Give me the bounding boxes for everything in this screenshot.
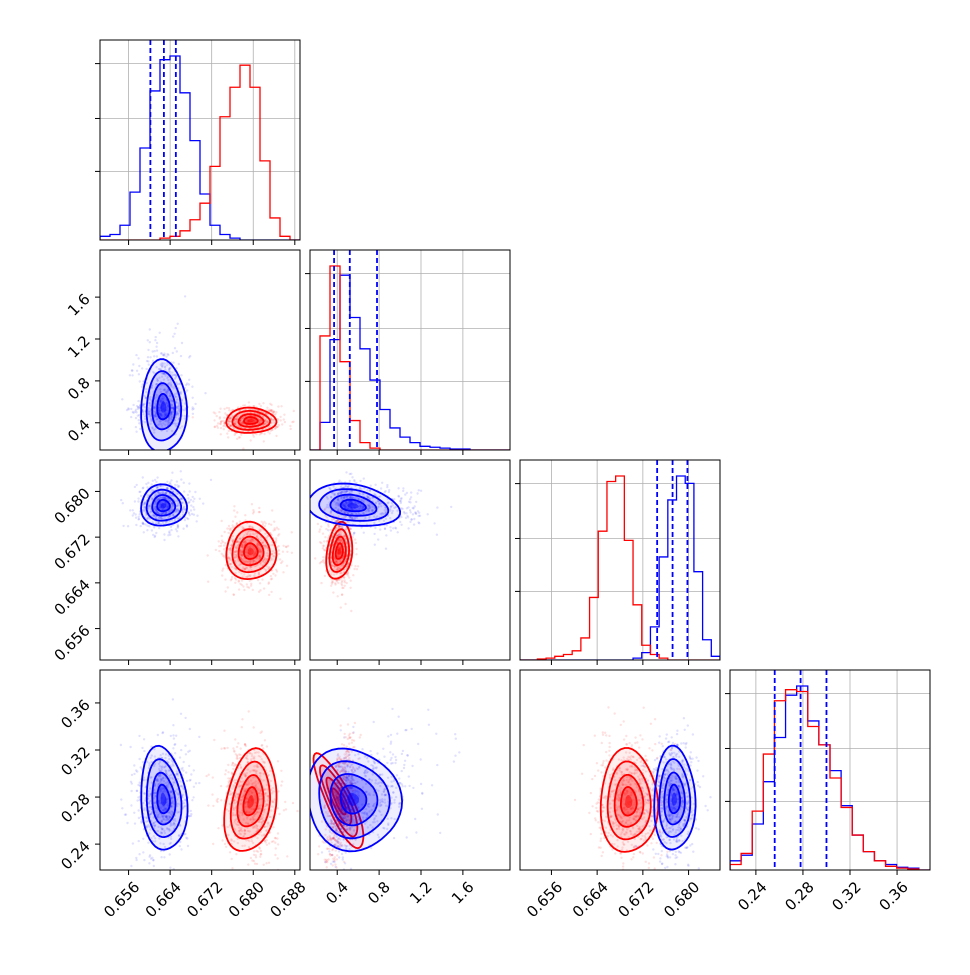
y-tick-label-p2-1: 0.664 [51, 576, 94, 619]
x-tick-label-p0-0: 0.656 [100, 878, 143, 921]
x-tick-label-p1-0: 0.4 [322, 878, 352, 908]
red-histogram-p3 [730, 690, 930, 870]
y-tick-label-p3-2: 0.32 [57, 743, 93, 779]
x-tick-label-p0-4: 0.688 [266, 878, 309, 921]
y-tick-label-p2-3: 0.680 [51, 484, 94, 527]
x-tick-label-p0-3: 0.680 [225, 878, 268, 921]
panel-body [308, 471, 453, 612]
x-tick-label-p1-3: 1.6 [448, 878, 478, 908]
x-tick-label-p3-2: 0.32 [828, 878, 864, 914]
scatter-panel-p0-p3 [95, 670, 300, 907]
hist-panel-p2 [515, 460, 720, 665]
y-tick-label-p1-1: 0.8 [64, 374, 94, 404]
panel-body [120, 698, 299, 907]
x-tick-label-p3-0: 0.24 [734, 878, 770, 914]
panel-body [120, 470, 293, 600]
hist-panel-p0 [95, 40, 300, 245]
blue-histogram-p2 [520, 476, 720, 660]
x-tick-label-p0-1: 0.664 [142, 878, 185, 921]
scatter-panel-p1-p2 [308, 460, 510, 665]
panel-body [308, 707, 461, 892]
y-tick-label-p2-0: 0.656 [51, 622, 94, 665]
x-tick-label-p2-3: 0.680 [660, 878, 703, 921]
red-histogram-p2 [520, 476, 720, 660]
scatter-panel-p0-p2 [95, 460, 300, 665]
x-tick-label-p3-1: 0.28 [781, 878, 817, 914]
x-tick-label-p1-2: 1.2 [406, 878, 436, 908]
y-tick-label-p1-2: 1.2 [64, 332, 94, 362]
y-tick-label-p1-0: 0.4 [64, 416, 94, 446]
hist-panel-p3 [725, 670, 930, 875]
x-tick-label-p3-3: 0.36 [875, 878, 911, 914]
red-histogram-p1 [310, 266, 510, 450]
y-tick-label-p3-3: 0.36 [57, 696, 93, 732]
y-tick-label-p2-2: 0.672 [51, 530, 94, 573]
y-tick-label-p3-1: 0.28 [57, 790, 93, 826]
y-tick-label-p1-3: 1.6 [64, 290, 94, 320]
scatter-panel-p0-p1 [95, 250, 300, 455]
x-tick-label-p2-2: 0.672 [615, 878, 658, 921]
x-tick-label-p1-1: 0.8 [364, 878, 394, 908]
x-tick-label-p0-2: 0.672 [183, 878, 226, 921]
y-tick-label-p3-0: 0.24 [57, 837, 93, 873]
panel-frame [520, 460, 720, 660]
x-tick-label-p2-1: 0.664 [569, 878, 612, 921]
panel-body [120, 295, 295, 452]
hist-panel-p1 [305, 250, 510, 455]
scatter-panel-p1-p3 [308, 670, 510, 892]
x-tick-label-p2-0: 0.656 [523, 878, 566, 921]
scatter-panel-p2-p3 [520, 670, 720, 900]
